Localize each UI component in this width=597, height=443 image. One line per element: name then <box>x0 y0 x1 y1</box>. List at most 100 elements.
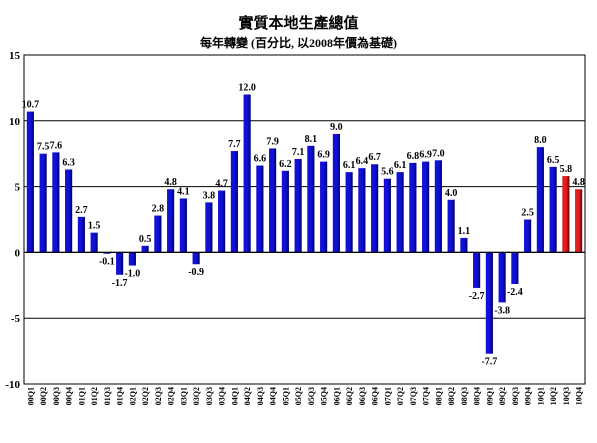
value-label-08Q1: 7.0 <box>432 148 445 159</box>
bar-08Q1 <box>434 160 442 253</box>
value-label-05Q3: 8.1 <box>305 134 318 145</box>
bar-07Q3 <box>409 162 417 253</box>
x-tick-label: 10Q2 <box>549 387 558 405</box>
bar-05Q1 <box>281 170 289 253</box>
bar-02Q4 <box>167 189 175 253</box>
bar-08Q2 <box>447 199 455 253</box>
x-tick-label: 04Q4 <box>269 387 278 405</box>
value-label-08Q4: -2.7 <box>469 291 485 302</box>
x-tick-label: 08Q4 <box>473 387 482 405</box>
bar-06Q1 <box>332 133 340 253</box>
chart-subtitle: 每年轉變 (百分比, 以2008年價為基礎) <box>200 36 397 50</box>
value-label-06Q3: 6.4 <box>356 156 369 167</box>
bar-06Q4 <box>371 164 379 253</box>
bar-00Q1 <box>26 111 34 253</box>
value-label-02Q4: 4.8 <box>164 177 177 188</box>
bar-10Q2 <box>549 166 557 253</box>
value-label-08Q2: 4.0 <box>445 188 458 199</box>
bar-07Q1 <box>383 178 391 253</box>
bar-02Q2 <box>141 245 149 253</box>
x-tick-label: 02Q2 <box>141 387 150 405</box>
plot-area: -10 -5 0 5 10 15 10.7 00Q1 7.5 00Q2 7.6 00Q3 6.3 00Q4… <box>5 50 586 405</box>
x-tick-label: 07Q3 <box>409 387 418 405</box>
y-tick-label: 15 <box>9 50 21 62</box>
x-tick-label: 05Q1 <box>281 387 290 405</box>
x-tick-label: 08Q1 <box>434 387 443 405</box>
bar-08Q4 <box>473 252 481 288</box>
bar-04Q1 <box>230 151 238 253</box>
x-tick-label: 07Q2 <box>396 387 405 405</box>
value-label-00Q4: 6.3 <box>62 157 75 168</box>
value-label-00Q2: 7.5 <box>37 142 50 153</box>
value-label-01Q3: -0.1 <box>99 257 115 268</box>
value-label-02Q2: 0.5 <box>139 234 152 245</box>
bar-04Q3 <box>256 165 264 253</box>
bar-04Q4 <box>269 148 277 253</box>
x-tick-label: 03Q1 <box>179 387 188 405</box>
x-tick-label: 09Q2 <box>498 387 507 405</box>
value-label-07Q1: 5.6 <box>381 167 394 178</box>
bar-02Q3 <box>154 215 162 253</box>
bar-04Q2 <box>243 94 251 253</box>
x-tick-label: 05Q2 <box>294 387 303 405</box>
y-tick-label: -10 <box>5 379 20 391</box>
value-label-10Q2: 6.5 <box>547 155 560 166</box>
x-tick-label: 04Q2 <box>243 387 252 405</box>
value-label-03Q1: 4.1 <box>177 186 190 197</box>
x-tick-label: 09Q1 <box>485 387 494 405</box>
x-tick-label: 06Q3 <box>358 387 367 405</box>
value-label-04Q3: 6.6 <box>254 154 267 165</box>
x-tick-label: 00Q3 <box>52 387 61 405</box>
value-label-02Q3: 2.8 <box>152 204 165 215</box>
value-label-05Q2: 7.1 <box>292 147 305 158</box>
x-tick-label: 08Q3 <box>460 387 469 405</box>
value-label-00Q3: 7.6 <box>50 140 63 151</box>
bar-01Q3 <box>103 252 111 254</box>
value-label-04Q2: 12.0 <box>238 82 256 93</box>
x-tick-label: 03Q3 <box>205 387 214 405</box>
x-tick-label: 05Q4 <box>320 387 329 405</box>
value-label-03Q4: 4.7 <box>215 179 228 190</box>
value-label-01Q1: 2.7 <box>75 205 88 216</box>
x-tick-label: 02Q4 <box>167 387 176 405</box>
bar-00Q3 <box>52 152 60 253</box>
bar-10Q1 <box>536 147 544 253</box>
value-label-05Q4: 6.9 <box>317 150 330 161</box>
value-label-10Q4: 4.8 <box>572 177 585 188</box>
bar-05Q4 <box>320 161 328 253</box>
value-label-10Q3: 5.8 <box>560 164 573 175</box>
x-tick-label: 02Q3 <box>154 387 163 405</box>
x-tick-label: 00Q4 <box>65 387 74 405</box>
bar-09Q1 <box>485 252 493 354</box>
x-tick-label: 07Q1 <box>383 387 392 405</box>
x-tick-label: 06Q4 <box>371 387 380 405</box>
value-label-07Q2: 6.1 <box>394 160 407 171</box>
bar-02Q1 <box>128 252 136 266</box>
bar-06Q3 <box>358 168 366 253</box>
bar-09Q4 <box>524 219 532 253</box>
y-tick-label: -5 <box>11 313 21 325</box>
value-label-09Q4: 2.5 <box>521 208 534 219</box>
value-label-09Q1: -7.7 <box>481 357 497 368</box>
x-tick-label: 08Q2 <box>447 387 456 405</box>
y-tick-label: 10 <box>9 116 21 128</box>
value-label-05Q1: 6.2 <box>279 159 292 170</box>
value-label-04Q4: 7.9 <box>266 136 279 147</box>
bar-01Q4 <box>116 252 124 275</box>
value-label-01Q4: -1.7 <box>112 278 128 289</box>
value-label-09Q3: -2.4 <box>507 287 523 298</box>
x-tick-label: 03Q4 <box>218 387 227 405</box>
x-tick-label: 10Q4 <box>575 387 584 405</box>
value-label-02Q1: -1.0 <box>124 269 140 280</box>
value-label-09Q2: -3.8 <box>494 305 510 316</box>
bar-09Q2 <box>498 252 506 303</box>
x-tick-label: 10Q1 <box>536 387 545 405</box>
value-label-04Q1: 7.7 <box>228 139 241 150</box>
value-label-06Q4: 6.7 <box>368 152 381 163</box>
bar-01Q1 <box>77 216 85 253</box>
value-label-07Q3: 6.8 <box>407 151 420 162</box>
x-tick-label: 06Q2 <box>345 387 354 405</box>
x-tick-label: 09Q3 <box>511 387 520 405</box>
plot-frame <box>23 54 586 385</box>
